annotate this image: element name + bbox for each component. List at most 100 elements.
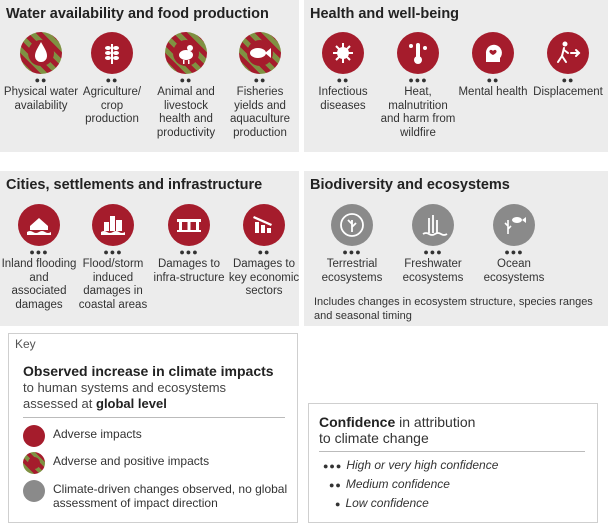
confidence-dots: ●●● <box>103 247 123 257</box>
item-label: Displacement <box>533 86 603 98</box>
item-freshwater: ●●● Freshwater ecosystems <box>395 204 471 285</box>
confidence-dots: ●● <box>561 75 575 85</box>
ecosystem-note: Includes changes in ecosystem structure,… <box>314 296 593 322</box>
confidence-dots: ●● <box>179 75 193 85</box>
grey-swatch-icon <box>23 480 45 502</box>
key-box: Key Observed increase in climate impacts… <box>8 333 298 523</box>
item-fisheries: ●● Fisheries yields and aquaculture prod… <box>222 32 298 140</box>
bridge-icon <box>168 204 210 246</box>
item-economic: ●● Damages to key economic sectors <box>226 204 302 299</box>
key-heading: Observed increase in climate impacts <box>23 363 274 379</box>
confidence-dots: ●●● <box>504 247 524 257</box>
key-row-label: Adverse impacts <box>53 427 142 441</box>
terrestrial-icon <box>331 204 373 246</box>
confidence-dots: ●● <box>329 480 342 490</box>
item-terrestrial: ●●● Terrestrial ecosystems <box>314 204 390 285</box>
item-label: Physical water availability <box>3 86 79 112</box>
panel-cities: Cities, settlements and infrastructure ●… <box>0 171 299 326</box>
confidence-row-medium: ●● Medium confidence <box>329 477 450 491</box>
item-label: Fisheries yields and aquaculture product… <box>229 86 291 139</box>
item-label: Freshwater ecosystems <box>402 258 464 284</box>
confidence-title-bold: Confidence <box>319 414 396 430</box>
item-physical-water: ●● Physical water availability <box>3 32 79 113</box>
confidence-title-rest: in attribution <box>395 414 476 430</box>
item-infrastructure: ●●● Damages to infra-structure <box>151 204 227 285</box>
confidence-title: Confidence in attribution to climate cha… <box>319 414 475 446</box>
ocean-icon <box>493 204 535 246</box>
confidence-divider <box>319 451 585 452</box>
item-label: Damages to key economic sectors <box>228 258 300 297</box>
confidence-dots: ●● <box>336 75 350 85</box>
fish-icon <box>239 32 281 74</box>
key-subtitle-bold: global level <box>96 396 167 411</box>
item-label: Infectious diseases <box>318 86 368 112</box>
confidence-dots: ●●● <box>323 461 343 471</box>
confidence-label: High or very high confidence <box>346 458 499 472</box>
panel-title: Biodiversity and ecosystems <box>310 177 510 193</box>
panel-water-food: Water availability and food production ●… <box>0 0 299 152</box>
panel-biodiversity: Biodiversity and ecosystems ●●● Terrestr… <box>304 171 608 326</box>
coastal-city-icon <box>92 204 134 246</box>
panel-health: Health and well-being ●● Infectious dise… <box>304 0 608 152</box>
item-label: Damages to infra-structure <box>153 258 225 284</box>
freshwater-icon <box>412 204 454 246</box>
water-drop-icon <box>20 32 62 74</box>
confidence-dots: ● <box>335 499 342 509</box>
item-heat: ●●● Heat, malnutrition and harm from wil… <box>380 32 456 140</box>
item-label: Heat, malnutrition and harm from wildfir… <box>380 86 456 139</box>
item-label: Terrestrial ecosystems <box>321 258 383 284</box>
adverse-swatch-icon <box>23 425 45 447</box>
confidence-title-line2: to climate change <box>319 430 429 446</box>
key-subtitle-prefix: assessed at <box>23 396 96 411</box>
item-agriculture: ●● Agriculture/ crop production <box>74 32 150 127</box>
confidence-box: Confidence in attribution to climate cha… <box>308 403 598 523</box>
person-running-icon <box>547 32 589 74</box>
mental-health-icon <box>472 32 514 74</box>
confidence-dots: ●● <box>486 75 500 85</box>
panel-title: Cities, settlements and infrastructure <box>6 177 263 193</box>
item-inland-flooding: ●●● Inland flooding and associated damag… <box>1 204 77 312</box>
item-infectious: ●● Infectious diseases <box>305 32 381 113</box>
confidence-dots: ●●● <box>342 247 362 257</box>
confidence-label: Medium confidence <box>345 477 450 491</box>
key-subtitle-line1: to human systems and ecosystems <box>23 380 227 395</box>
confidence-dots: ●● <box>257 247 271 257</box>
item-mental: ●● Mental health <box>455 32 531 100</box>
declining-chart-icon <box>243 204 285 246</box>
item-label: Flood/storm induced damages in coastal a… <box>78 258 148 311</box>
key-divider <box>23 417 285 418</box>
heat-icon <box>397 32 439 74</box>
key-subtitle-line2: assessed at global level <box>23 396 293 412</box>
key-row-label: Adverse and positive impacts <box>53 454 210 468</box>
confidence-dots: ●● <box>253 75 267 85</box>
confidence-dots: ●● <box>105 75 119 85</box>
confidence-dots: ●● <box>34 75 48 85</box>
panel-title: Health and well-being <box>310 6 460 22</box>
confidence-dots: ●●● <box>179 247 199 257</box>
key-tag: Key <box>15 337 36 351</box>
item-label: Inland flooding and associated damages <box>1 258 77 311</box>
confidence-row-high: ●●● High or very high confidence <box>323 458 498 472</box>
item-label: Ocean ecosystems <box>483 258 545 284</box>
flooded-house-icon <box>18 204 60 246</box>
mixed-swatch-icon <box>23 452 45 474</box>
panel-title: Water availability and food production <box>6 6 269 22</box>
item-label: Agriculture/ crop production <box>82 86 142 125</box>
confidence-title-line1: Confidence in attribution <box>319 414 475 430</box>
virus-icon <box>322 32 364 74</box>
chicken-icon <box>165 32 207 74</box>
key-row-label: Climate-driven changes observed, no glob… <box>53 482 288 510</box>
key-subtitle: to human systems and ecosystems assessed… <box>23 380 293 412</box>
item-label: Animal and livestock health and producti… <box>156 86 216 139</box>
item-label: Mental health <box>458 86 528 98</box>
item-coastal: ●●● Flood/storm induced damages in coast… <box>75 204 151 312</box>
confidence-dots: ●●● <box>29 247 49 257</box>
wheat-icon <box>91 32 133 74</box>
item-ocean: ●●● Ocean ecosystems <box>476 204 552 285</box>
item-displacement: ●● Displacement <box>530 32 606 100</box>
confidence-dots: ●●● <box>423 247 443 257</box>
item-livestock: ●● Animal and livestock health and produ… <box>148 32 224 140</box>
confidence-dots: ●●● <box>408 75 428 85</box>
confidence-row-low: ● Low confidence <box>335 496 429 510</box>
confidence-label: Low confidence <box>345 496 429 510</box>
